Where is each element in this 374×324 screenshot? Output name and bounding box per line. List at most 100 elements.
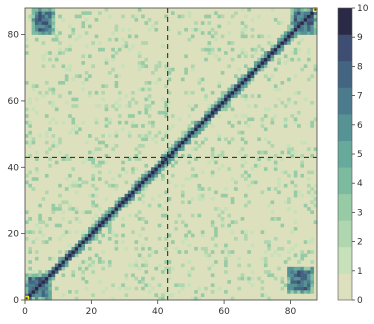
heatmap-cell (283, 183, 288, 188)
heatmap-cell (190, 147, 195, 151)
heatmap-cell (267, 57, 271, 62)
colorbar-segment (338, 246, 352, 274)
heatmap-cell (111, 31, 115, 35)
heatmap-cell (190, 134, 195, 138)
heatmap-cell (280, 286, 285, 291)
heatmap-cell (124, 246, 129, 251)
heatmap-cell (273, 250, 278, 254)
heatmap-cell (127, 200, 132, 205)
heatmap-cell (58, 150, 62, 155)
heatmap-cell (200, 124, 205, 128)
heatmap-cell (287, 200, 291, 205)
heatmap-cell (180, 240, 185, 244)
heatmap-cell (164, 190, 168, 195)
heatmap-cell (220, 94, 225, 98)
heatmap-cell (124, 293, 129, 297)
heatmap-cell (144, 137, 149, 142)
heatmap-cell (134, 100, 139, 105)
heatmap-cell (224, 246, 228, 251)
heatmap-cell (124, 286, 129, 291)
heatmap-cell (267, 296, 271, 301)
heatmap-cell (273, 276, 278, 281)
heatmap-cell (98, 47, 102, 52)
heatmap-cell (25, 134, 29, 138)
heatmap-cell (307, 177, 311, 181)
heatmap-cell (38, 31, 42, 35)
heatmap-cell (263, 137, 268, 142)
heatmap-cell (187, 134, 192, 138)
heatmap-cell (137, 144, 142, 148)
heatmap-cell (303, 8, 308, 12)
heatmap-cell (134, 157, 139, 161)
heatmap-cell (297, 110, 301, 115)
heatmap-cell (297, 266, 301, 271)
heatmap-cell (164, 163, 168, 168)
heatmap-cell (34, 157, 39, 161)
heatmap-cell (310, 290, 314, 294)
heatmap-cell (157, 223, 162, 228)
heatmap-cell (144, 134, 149, 138)
heatmap-cell (217, 137, 222, 142)
heatmap-cell (204, 286, 208, 291)
heatmap-cell (78, 243, 82, 248)
heatmap-cell (134, 213, 139, 218)
heatmap-cell (48, 290, 52, 294)
heatmap-cell (34, 177, 39, 181)
heatmap-cell (190, 34, 195, 39)
heatmap-cell (290, 31, 295, 35)
heatmap-cell (94, 163, 99, 168)
heatmap-cell (230, 177, 235, 181)
heatmap-cell (154, 81, 159, 85)
heatmap-cell (244, 81, 248, 85)
heatmap-cell (34, 17, 39, 22)
heatmap-cell (64, 67, 69, 72)
heatmap-cell (58, 266, 62, 271)
heatmap-cell (270, 44, 275, 49)
heatmap-cell (38, 280, 42, 284)
heatmap-cell (280, 47, 285, 52)
heatmap-cell (237, 77, 241, 82)
heatmap-cell (250, 180, 255, 185)
heatmap-cell (174, 154, 178, 158)
heatmap-cell (161, 110, 165, 115)
heatmap-cell (297, 283, 301, 288)
heatmap-cell (293, 190, 298, 195)
reference-lines (25, 8, 317, 300)
heatmap-cell (171, 114, 175, 118)
heatmap-cell (177, 213, 182, 218)
heatmap-cell (104, 160, 109, 165)
heatmap-cell (91, 183, 95, 188)
heatmap-cell (25, 140, 29, 145)
heatmap-cell (167, 197, 172, 201)
heatmap-cell (71, 127, 76, 132)
heatmap-cell (151, 71, 155, 75)
heatmap-cell (41, 11, 46, 15)
heatmap-cell (71, 31, 76, 35)
heatmap-cell (287, 270, 291, 274)
heatmap-cell (91, 217, 95, 221)
heatmap-cell (51, 210, 56, 215)
heatmap-cell (101, 134, 105, 138)
heatmap-cell (280, 157, 285, 161)
heatmap-cell (98, 140, 102, 145)
heatmap-cell (48, 14, 52, 19)
heatmap-cell (58, 203, 62, 208)
heatmap-cell (280, 21, 285, 25)
heatmap-cell (270, 273, 275, 278)
heatmap-cell (51, 11, 56, 15)
heatmap-cell (28, 17, 32, 22)
heatmap-cell (290, 114, 295, 118)
heatmap-cell (270, 41, 275, 45)
heatmap-cell (114, 107, 119, 112)
heatmap-cell (161, 157, 165, 161)
heatmap-cell (104, 223, 109, 228)
heatmap-cell (300, 193, 305, 198)
heatmap-cell (167, 157, 172, 161)
heatmap-cell (144, 41, 149, 45)
y-tick-label: 60 (8, 97, 20, 107)
heatmap-cell (117, 104, 122, 108)
heatmap-cell (290, 17, 295, 22)
heatmap-cell (41, 296, 46, 301)
heatmap-cell (277, 266, 281, 271)
heatmap-cell (164, 110, 168, 115)
